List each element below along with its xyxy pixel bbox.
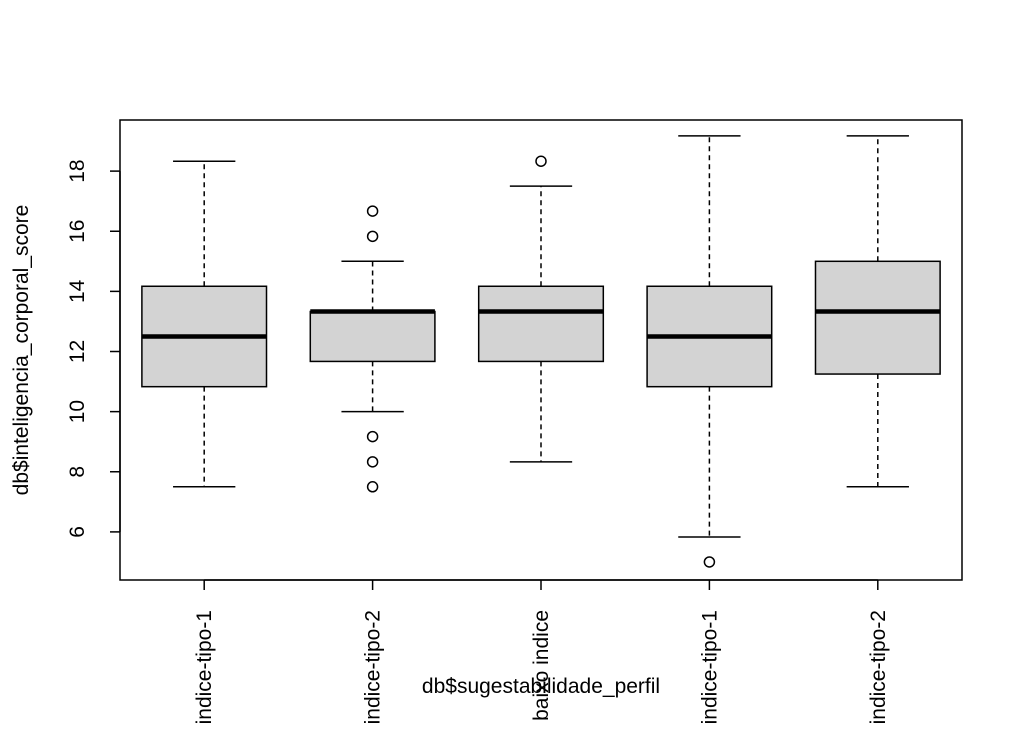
y-tick-label: 10 xyxy=(66,400,89,423)
x-tick-label: baixo indice xyxy=(530,610,553,721)
iqr-box xyxy=(309,310,436,363)
y-tick-label: 14 xyxy=(66,279,89,303)
x-axis: indice-tipo-1 indice-tipo-2 baixo indice in… xyxy=(193,579,890,724)
x-tick-label: indice-tipo-1 xyxy=(193,610,216,724)
y-tick-label: 12 xyxy=(66,340,89,363)
y-tick-label: 8 xyxy=(66,466,89,478)
y-axis: 6 8 10 12 14 16 18 xyxy=(66,159,121,538)
outlier-point xyxy=(366,230,379,243)
iqr-box xyxy=(814,260,941,375)
boxes-group xyxy=(141,135,941,568)
box-3 xyxy=(477,155,605,463)
x-tick-label: indice-tipo-1 xyxy=(698,610,721,724)
y-tick-label: 18 xyxy=(66,159,89,182)
outlier-point xyxy=(366,430,379,443)
x-tick-label: indice-tipo-2 xyxy=(867,610,890,724)
outlier-point xyxy=(366,456,379,468)
x-tick-label: indice-tipo-2 xyxy=(362,610,385,724)
outlier-point xyxy=(535,155,547,167)
outlier-point xyxy=(703,556,716,568)
box-1 xyxy=(141,160,268,488)
box-5 xyxy=(814,135,941,488)
box-2 xyxy=(309,205,436,493)
outlier-point xyxy=(366,205,379,217)
y-tick-label: 6 xyxy=(66,526,89,538)
box-4 xyxy=(646,135,773,568)
iqr-box xyxy=(477,285,605,363)
y-axis-label: db$inteligencia_corporal_score xyxy=(10,205,33,496)
y-tick-label: 16 xyxy=(66,220,89,243)
outlier-point xyxy=(366,481,379,493)
x-axis-label: db$sugestabilidade_perfil xyxy=(422,675,660,698)
